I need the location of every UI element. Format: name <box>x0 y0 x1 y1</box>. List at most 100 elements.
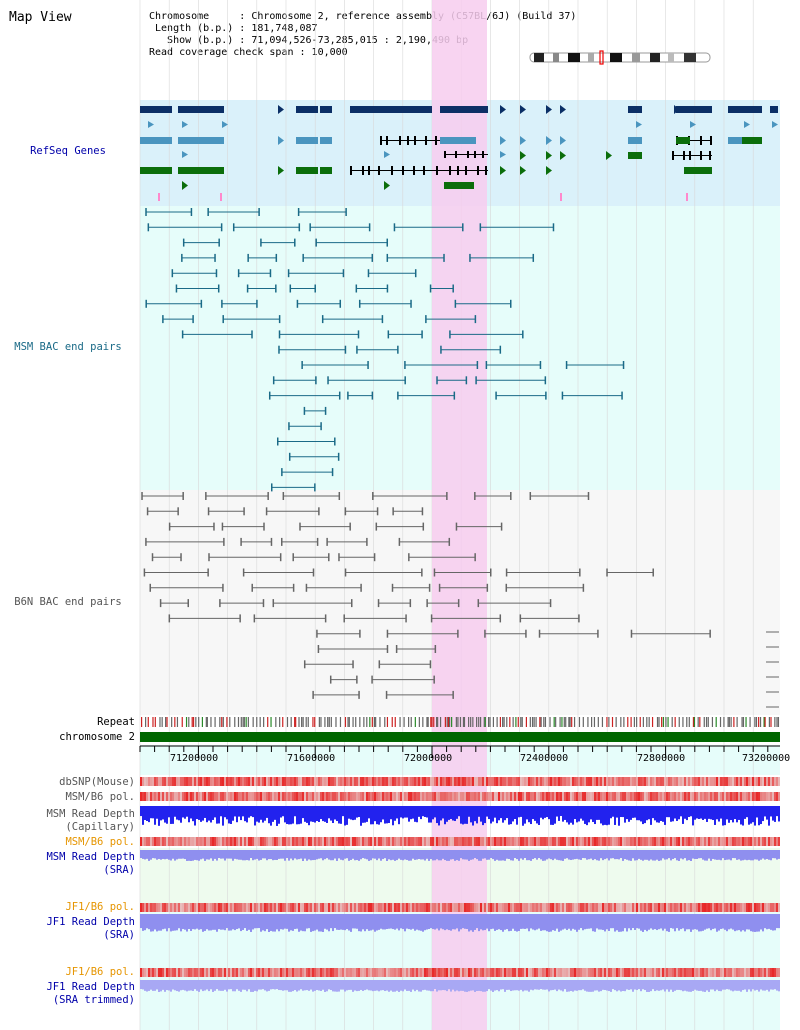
gene-exon[interactable] <box>425 136 427 145</box>
gene-exon[interactable] <box>700 136 702 145</box>
gene-exon[interactable] <box>423 166 425 175</box>
gene-arrow[interactable] <box>520 166 526 175</box>
repeat-element[interactable] <box>535 717 537 727</box>
repeat-element[interactable] <box>426 717 428 727</box>
repeat-element[interactable] <box>544 717 547 727</box>
repeat-element[interactable] <box>559 717 561 727</box>
repeat-element[interactable] <box>543 717 545 727</box>
repeat-element[interactable] <box>472 717 474 727</box>
repeat-element[interactable] <box>302 717 304 727</box>
repeat-element[interactable] <box>386 717 389 727</box>
repeat-element[interactable] <box>355 717 357 727</box>
repeat-element[interactable] <box>410 717 412 727</box>
repeat-element[interactable] <box>318 717 320 727</box>
gene-exon[interactable] <box>380 136 382 145</box>
repeat-element[interactable] <box>563 717 565 727</box>
repeat-element[interactable] <box>226 717 228 727</box>
repeat-element[interactable] <box>237 717 240 727</box>
gene-exon[interactable] <box>444 151 446 158</box>
repeat-element[interactable] <box>484 717 486 727</box>
repeat-element[interactable] <box>569 717 571 727</box>
gene-feature[interactable] <box>440 106 488 113</box>
repeat-element[interactable] <box>191 717 193 727</box>
gene-arrow[interactable] <box>278 166 284 175</box>
repeat-element[interactable] <box>561 717 563 727</box>
gene-arrow[interactable] <box>384 181 390 190</box>
repeat-element[interactable] <box>764 717 766 727</box>
repeat-element[interactable] <box>166 717 168 727</box>
gene-exon[interactable] <box>435 136 437 145</box>
repeat-element[interactable] <box>314 717 316 727</box>
repeat-element[interactable] <box>671 717 673 727</box>
repeat-element[interactable] <box>692 717 695 727</box>
repeat-element[interactable] <box>688 717 690 727</box>
gene-arrow[interactable] <box>182 121 188 128</box>
repeat-element[interactable] <box>656 717 659 727</box>
gene-exon[interactable] <box>350 166 352 175</box>
repeat-element[interactable] <box>515 717 517 727</box>
repeat-element[interactable] <box>171 717 173 727</box>
repeat-element[interactable] <box>147 717 149 727</box>
gene-feature[interactable] <box>628 137 642 144</box>
repeat-element[interactable] <box>312 717 314 727</box>
repeat-element[interactable] <box>328 717 330 727</box>
repeat-element[interactable] <box>165 717 167 727</box>
gene-arrow[interactable] <box>560 151 566 160</box>
repeat-element[interactable] <box>741 717 743 727</box>
repeat-element[interactable] <box>286 717 289 727</box>
gene-exon[interactable] <box>683 151 685 160</box>
gene-arrow[interactable] <box>546 136 552 145</box>
repeat-element[interactable] <box>422 717 424 727</box>
repeat-element[interactable] <box>219 717 221 727</box>
gene-arrow[interactable] <box>546 151 552 160</box>
repeat-element[interactable] <box>379 717 381 727</box>
gene-arrow[interactable] <box>500 166 506 175</box>
repeat-element[interactable] <box>573 717 576 727</box>
gene-exon[interactable] <box>689 151 691 160</box>
repeat-element[interactable] <box>468 717 470 727</box>
repeat-element[interactable] <box>651 717 654 727</box>
repeat-track[interactable] <box>141 717 780 727</box>
repeat-element[interactable] <box>707 717 709 727</box>
repeat-element[interactable] <box>728 717 730 727</box>
repeat-element[interactable] <box>719 717 722 727</box>
repeat-element[interactable] <box>320 717 322 727</box>
gene-feature[interactable] <box>140 106 172 113</box>
repeat-element[interactable] <box>436 717 438 727</box>
repeat-element[interactable] <box>582 717 584 727</box>
repeat-element[interactable] <box>282 717 284 727</box>
repeat-element[interactable] <box>662 717 665 727</box>
repeat-element[interactable] <box>499 717 501 727</box>
repeat-element[interactable] <box>630 717 632 727</box>
repeat-element[interactable] <box>503 717 505 727</box>
repeat-element[interactable] <box>307 717 309 727</box>
repeat-element[interactable] <box>736 717 738 727</box>
repeat-element[interactable] <box>727 717 729 727</box>
repeat-element[interactable] <box>462 717 465 727</box>
repeat-element[interactable] <box>776 717 778 727</box>
repeat-element[interactable] <box>697 717 699 727</box>
gene-arrow[interactable] <box>500 105 506 114</box>
gene-arrow[interactable] <box>520 151 526 160</box>
repeat-element[interactable] <box>615 717 617 727</box>
repeat-element[interactable] <box>521 717 523 727</box>
repeat-element[interactable] <box>682 717 684 727</box>
gene-exon[interactable] <box>672 151 674 160</box>
repeat-element[interactable] <box>529 717 531 727</box>
gene-arrow[interactable] <box>674 105 680 114</box>
repeat-element[interactable] <box>259 717 261 727</box>
gene-exon[interactable] <box>474 151 476 158</box>
repeat-element[interactable] <box>222 717 224 727</box>
repeat-element[interactable] <box>210 717 212 727</box>
repeat-element[interactable] <box>174 717 176 727</box>
repeat-element[interactable] <box>290 717 292 727</box>
gene-exon[interactable] <box>467 151 469 158</box>
gene-feature[interactable] <box>440 137 476 144</box>
repeat-element[interactable] <box>492 717 495 727</box>
gene-feature[interactable] <box>296 106 318 113</box>
repeat-element[interactable] <box>161 717 163 727</box>
gene-feature[interactable] <box>296 137 318 144</box>
repeat-element[interactable] <box>324 717 326 727</box>
repeat-element[interactable] <box>327 717 329 727</box>
repeat-element[interactable] <box>439 717 442 727</box>
